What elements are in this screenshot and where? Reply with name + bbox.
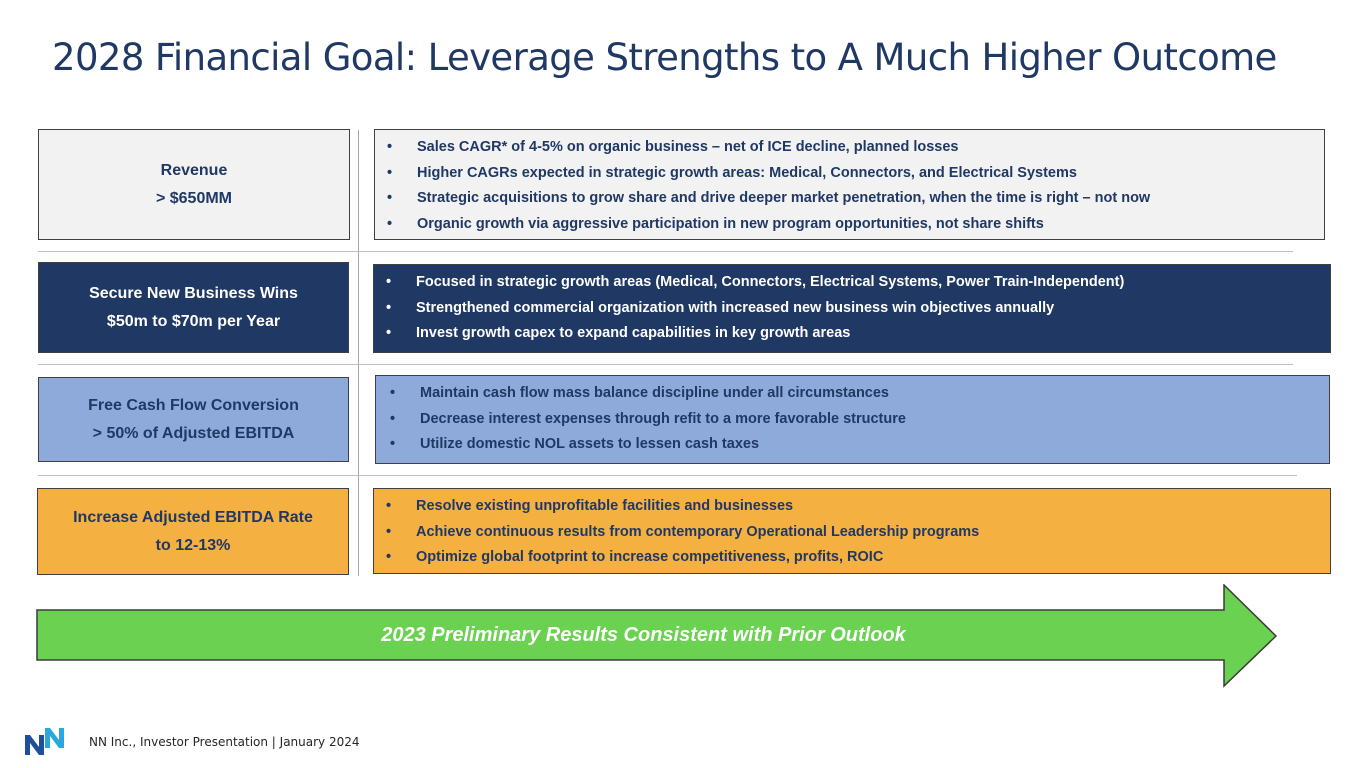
nn-logo-icon — [25, 728, 64, 755]
bullet-icon: • — [387, 139, 393, 155]
list-item: • Utilize domestic NOL assets to lessen c… — [390, 432, 1319, 458]
list-item: • Organic growth via aggressive participa… — [387, 212, 1314, 238]
bullet-icon: • — [387, 164, 393, 181]
bullet-icon: • — [386, 325, 392, 342]
bullet-icon: • — [390, 385, 396, 401]
goal-new-business-bullets: • Focused in strategic growth areas (Medi… — [373, 264, 1331, 353]
vertical-divider — [358, 130, 359, 576]
bullet-icon: • — [386, 549, 392, 566]
list-item: • Focused in strategic growth areas (Medi… — [386, 270, 1320, 296]
bullet-icon: • — [386, 274, 392, 290]
goal-label-line1: Free Cash Flow Conversion — [88, 396, 299, 414]
outlook-banner-text: 2023 Preliminary Results Consistent with… — [381, 623, 906, 646]
goal-free-cash-flow-label: Free Cash Flow Conversion > 50% of Adjus… — [38, 377, 349, 462]
row-divider-2 — [38, 364, 1293, 365]
bullet-icon: • — [390, 410, 396, 427]
row-divider-3 — [38, 475, 1297, 476]
list-item: • Optimize global footprint to increase c… — [386, 545, 1320, 571]
goal-label-line1: Secure New Business Wins — [89, 284, 298, 302]
bullet-icon: • — [387, 216, 393, 233]
list-item: • Higher CAGRs expected in strategic grow… — [387, 161, 1314, 187]
page-title: 2028 Financial Goal: Leverage Strengths … — [52, 36, 1277, 79]
goal-label-line2: > 50% of Adjusted EBITDA — [92, 424, 295, 442]
bullet-icon: • — [386, 498, 392, 514]
list-item: • Strengthened commercial organization wi… — [386, 296, 1320, 322]
row-divider-1 — [38, 251, 1293, 252]
footer-text: NN Inc., Investor Presentation | January… — [89, 735, 360, 749]
list-item: • Maintain cash flow mass balance discipl… — [390, 381, 1319, 407]
goal-ebitda-bullets: • Resolve existing unprofitable facilitie… — [373, 488, 1331, 574]
list-item: • Strategic acquisitions to grow share an… — [387, 186, 1314, 212]
list-item: • Invest growth capex to expand capabilit… — [386, 321, 1320, 347]
bullet-icon: • — [386, 299, 392, 316]
goal-label-line1: Increase Adjusted EBITDA Rate — [73, 508, 313, 526]
list-item: • Achieve continuous results from contemp… — [386, 520, 1320, 546]
goal-label-line2: to 12-13% — [155, 536, 231, 554]
goal-revenue-bullets: • Sales CAGR* of 4-5% on organic business… — [374, 129, 1325, 240]
bullet-icon: • — [390, 436, 396, 453]
goal-new-business-label: Secure New Business Wins $50m to $70m pe… — [38, 262, 349, 353]
goal-free-cash-flow-bullets: • Maintain cash flow mass balance discipl… — [375, 375, 1330, 464]
goal-revenue-label: Revenue > $650MM — [38, 129, 350, 240]
bullet-icon: • — [386, 523, 392, 540]
list-item: • Decrease interest expenses through refi… — [390, 407, 1319, 433]
goal-label-line2: $50m to $70m per Year — [106, 312, 281, 330]
outlook-arrow — [36, 584, 1278, 688]
goal-label-line2: > $650MM — [155, 189, 233, 207]
list-item: • Resolve existing unprofitable facilitie… — [386, 494, 1320, 520]
bullet-icon: • — [387, 190, 393, 207]
list-item: • Sales CAGR* of 4-5% on organic business… — [387, 135, 1314, 161]
goal-label-line1: Revenue — [160, 161, 228, 179]
goal-ebitda-label: Increase Adjusted EBITDA Rate to 12-13% — [37, 488, 349, 575]
